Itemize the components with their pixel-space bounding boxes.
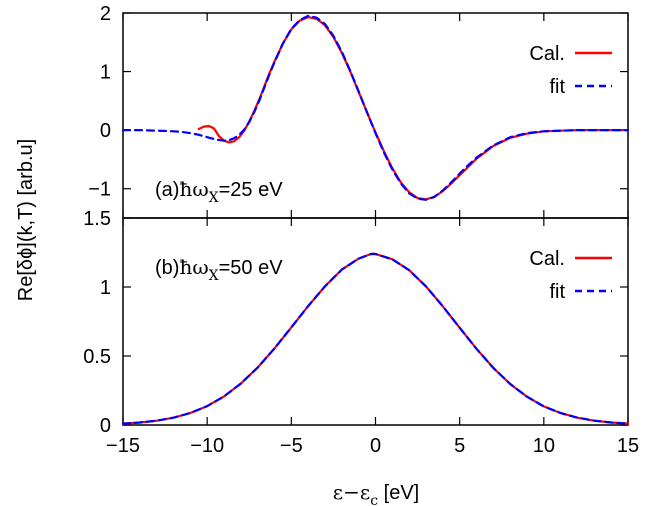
x-tick-label: −15: [106, 435, 140, 457]
panel-b-ytick-label: 1.5: [83, 208, 111, 230]
panel-a-annotation: (a)ħωX=25 eV: [155, 177, 283, 206]
panel-b-ytick-label: 0.5: [83, 346, 111, 368]
panel-b-legend: Cal. fit: [529, 248, 612, 303]
panel-a-series-fit-line: [121, 14, 630, 201]
x-tick-label: −5: [280, 435, 303, 457]
panel-a-series-cal-line: [197, 16, 630, 201]
legend-label-cal: Cal.: [529, 248, 565, 270]
x-tick-label: 0: [370, 435, 381, 457]
panel-b: 0 0.5 1 1.5 −15 −10 −5 0 5 10 15 Cal. fit (b)ħωX=50…: [83, 208, 639, 457]
panel-a-series: [121, 14, 630, 201]
panel-b-annotation: (b)ħωX=50 eV: [155, 255, 283, 284]
y-axis-title: Re[δϕ](k,T) [arb.u]: [15, 139, 37, 301]
panel-b-ticks: 0 0.5 1 1.5 −15 −10 −5 0 5 10 15: [83, 208, 639, 457]
panel-a-legend: Cal. fit: [529, 43, 612, 98]
panel-b-ytick-label: 1: [100, 277, 111, 299]
panel-b-ytick-label: 0: [100, 415, 111, 437]
panel-a-ytick-label: 1: [100, 62, 111, 84]
x-tick-label: 15: [617, 435, 639, 457]
panel-b-series: [121, 252, 630, 425]
panel-a-ytick-label: 0: [100, 120, 111, 142]
panel-b-series-fit-line: [121, 252, 630, 425]
x-tick-label: 5: [454, 435, 465, 457]
legend-label-cal: Cal.: [529, 43, 565, 65]
panel-b-series-cal-line: [121, 252, 630, 425]
panel-a: −1 0 1 2 Cal. fit (a)ħωX=25 eV: [88, 3, 630, 219]
x-tick-label: 10: [533, 435, 555, 457]
x-axis-title: ε−εc [eV]: [333, 480, 419, 506]
legend-label-fit: fit: [549, 76, 565, 98]
panel-a-ytick-label: 2: [100, 3, 111, 25]
legend-label-fit: fit: [549, 281, 565, 303]
panel-a-ytick-label: −1: [88, 179, 111, 201]
x-tick-label: −10: [190, 435, 224, 457]
